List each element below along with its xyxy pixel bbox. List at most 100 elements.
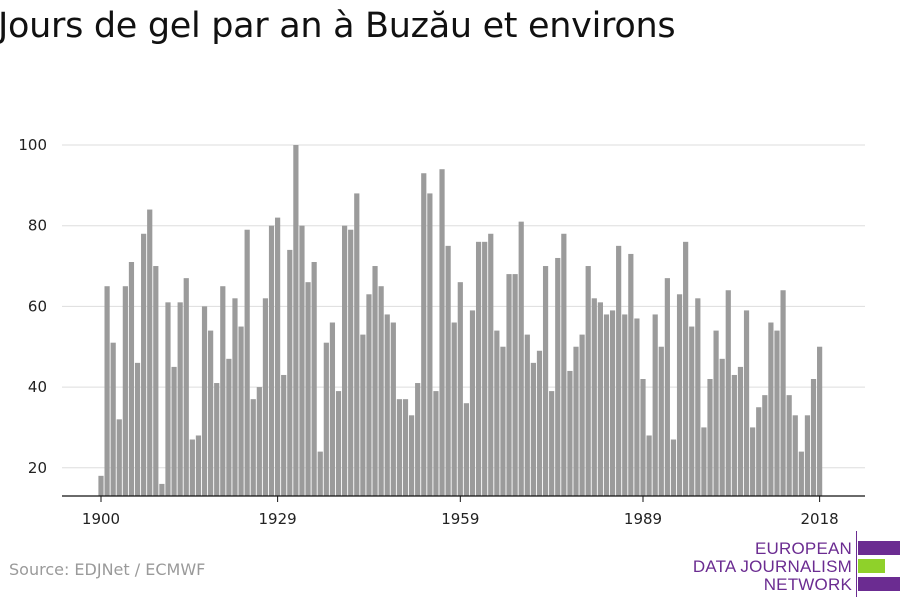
bar-1954	[427, 193, 433, 496]
bar-1950	[402, 399, 409, 496]
bar-1996	[683, 241, 689, 496]
bar-1932	[293, 145, 299, 496]
bar-1958	[451, 322, 457, 496]
logo-bar-green	[858, 559, 885, 573]
bar-1983	[603, 314, 610, 496]
bar-2016	[804, 415, 811, 496]
bar-1940	[342, 225, 348, 496]
logo-bar-purple-bottom	[858, 577, 900, 591]
bar-1969	[518, 221, 524, 496]
bar-1970	[524, 334, 530, 496]
bar-1953	[421, 173, 427, 497]
bar-1921	[226, 358, 232, 496]
bar-1929	[275, 217, 281, 496]
bar-1915	[189, 439, 195, 496]
bar-2011	[774, 330, 780, 496]
bar-1985	[616, 245, 622, 496]
bar-1908	[147, 209, 153, 497]
bar-2006	[743, 310, 750, 496]
bar-1931	[287, 249, 293, 496]
bar-1928	[268, 225, 275, 496]
bar-2004	[731, 374, 737, 496]
x-tick-label-1959: 1959	[441, 510, 479, 528]
bar-1943	[360, 334, 366, 496]
bar-1904	[122, 286, 128, 496]
bar-1916	[195, 435, 202, 496]
bar-1968	[512, 274, 518, 496]
bar-1914	[183, 278, 189, 496]
bar-1980	[585, 266, 591, 496]
bar-1937	[323, 342, 329, 496]
bar-2002	[719, 358, 725, 496]
bar-2010	[768, 322, 774, 496]
bar-1982	[597, 302, 603, 496]
bar-1925	[250, 399, 256, 496]
x-tick-label-1989: 1989	[624, 510, 662, 528]
bar-1901	[104, 286, 110, 496]
bar-1999	[701, 427, 707, 496]
bar-1986	[622, 314, 628, 496]
bar-1973	[542, 266, 549, 496]
logo-text-network: NETWORK	[763, 575, 852, 594]
source-note: Source: EDJNet / ECMWF	[9, 560, 206, 579]
bar-2018	[817, 346, 823, 496]
logo-text-european: EUROPEAN	[754, 539, 852, 558]
bar-2007	[750, 427, 756, 496]
bar-1977	[567, 370, 573, 496]
bar-2001	[713, 330, 719, 496]
y-tick-label-100: 100	[18, 136, 47, 154]
bar-1934	[305, 282, 311, 496]
bar-1962	[475, 241, 482, 496]
axes: 20 40 60 80 100 1900 1929 1959 1989 2018	[18, 136, 865, 528]
y-tick-label-20: 20	[28, 459, 47, 477]
bar-1997	[689, 326, 695, 496]
bar-2014	[792, 415, 798, 496]
bar-2009	[762, 395, 768, 496]
bar-1993	[664, 278, 670, 496]
bar-1967	[506, 274, 512, 496]
bar-1923	[238, 326, 244, 496]
bar-1995	[676, 294, 683, 496]
bar-1989	[640, 379, 646, 496]
bar-1920	[220, 286, 226, 496]
bar-1957	[445, 245, 451, 496]
y-tick-label-40: 40	[28, 378, 47, 396]
bar-2013	[786, 395, 792, 496]
bar-1947	[384, 314, 390, 496]
bar-1907	[141, 233, 147, 496]
bar-1998	[695, 298, 701, 496]
bar-1911	[165, 302, 171, 496]
bar-1992	[658, 346, 664, 496]
bar-1948	[390, 322, 396, 496]
bar-2003	[725, 290, 731, 496]
bar-1991	[652, 314, 658, 496]
bar-1905	[128, 262, 135, 496]
bar-1971	[530, 362, 536, 496]
bar-1939	[335, 391, 342, 496]
bar-1984	[609, 310, 616, 496]
x-tick-label-1900: 1900	[82, 510, 120, 528]
bar-1990	[646, 435, 652, 496]
x-tick-label-1929: 1929	[259, 510, 297, 528]
bar-1900	[98, 475, 104, 496]
x-tick-label-2018: 2018	[801, 510, 839, 528]
bar-1927	[262, 298, 269, 496]
bar-1942	[354, 193, 360, 496]
chart-title: Jours de gel par an à Buzău et environs	[0, 6, 676, 46]
bar-1951	[408, 415, 415, 496]
bar-2012	[780, 290, 786, 496]
bar-1910	[159, 483, 165, 496]
bar-1981	[591, 298, 597, 496]
bars	[98, 145, 823, 497]
y-tick-label-60: 60	[28, 297, 47, 315]
bar-1979	[579, 334, 585, 496]
bar-1961	[469, 310, 476, 496]
bar-1976	[561, 233, 567, 496]
bar-1924	[244, 229, 250, 496]
bar-1935	[311, 262, 317, 496]
bar-1922	[232, 298, 238, 496]
bar-1994	[670, 439, 677, 496]
bar-1972	[536, 350, 543, 496]
bar-1945	[372, 266, 378, 496]
